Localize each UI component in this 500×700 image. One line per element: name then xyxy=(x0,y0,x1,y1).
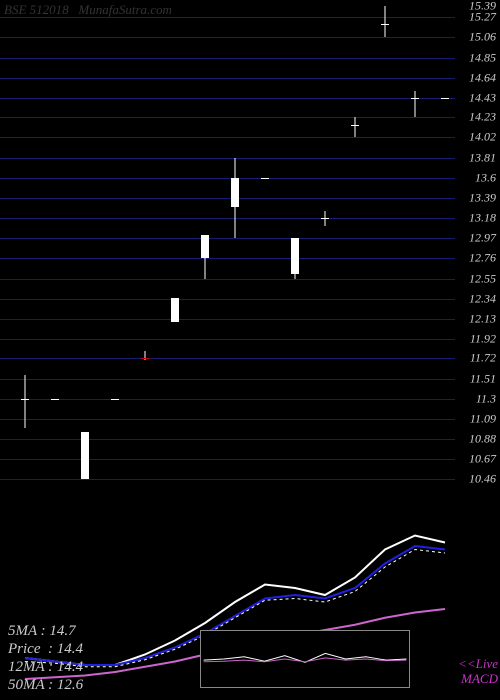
y-tick-label: 11.3 xyxy=(476,391,496,406)
y-tick-label: 14.23 xyxy=(469,110,496,125)
candle xyxy=(321,0,329,490)
y-tick-label: 12.13 xyxy=(469,311,496,326)
candlesticks xyxy=(0,0,455,490)
ma-panel: <<Live MACD 5MA : 14.7 Price : 14.4 12MA… xyxy=(0,490,500,700)
y-tick-label: 15.27 xyxy=(469,10,496,25)
y-tick-label: 10.46 xyxy=(469,472,496,487)
candle xyxy=(81,0,89,490)
candle xyxy=(231,0,239,490)
y-tick-label: 12.97 xyxy=(469,231,496,246)
candle xyxy=(171,0,179,490)
y-tick-label: 11.92 xyxy=(470,332,496,347)
y-tick-label: 11.72 xyxy=(470,351,496,366)
y-tick-label: 13.6 xyxy=(475,170,496,185)
ma5-label: 5MA : 14.7 xyxy=(8,622,83,640)
y-tick-label: 11.09 xyxy=(470,411,496,426)
y-tick-label: 15.06 xyxy=(469,30,496,45)
ma-legend: 5MA : 14.7 Price : 14.4 12MA : 14.4 50MA… xyxy=(8,622,83,694)
y-tick-label: 11.51 xyxy=(470,371,496,386)
y-axis-labels: 15.3915.2715.0614.8514.6414.4314.2314.02… xyxy=(456,0,498,490)
y-tick-label: 13.18 xyxy=(469,211,496,226)
price-chart: 15.3915.2715.0614.8514.6414.4314.2314.02… xyxy=(0,0,500,490)
macd-lines xyxy=(201,631,409,687)
macd-label: <<Live MACD xyxy=(458,657,498,686)
y-tick-label: 14.64 xyxy=(469,70,496,85)
ma12-label: 12MA : 14.4 xyxy=(8,658,83,676)
candle xyxy=(261,0,269,490)
price-label: Price : 14.4 xyxy=(8,640,83,658)
y-tick-label: 13.39 xyxy=(469,190,496,205)
macd-inset xyxy=(200,630,410,688)
y-tick-label: 12.55 xyxy=(469,271,496,286)
macd-label-line2: MACD xyxy=(458,672,498,686)
macd-label-line1: <<Live xyxy=(458,657,498,671)
candle xyxy=(141,0,149,490)
candle xyxy=(411,0,419,490)
y-tick-label: 14.43 xyxy=(469,91,496,106)
y-tick-label: 14.02 xyxy=(469,130,496,145)
candle xyxy=(201,0,209,490)
y-tick-label: 12.76 xyxy=(469,251,496,266)
candle xyxy=(51,0,59,490)
candle xyxy=(441,0,449,490)
candle xyxy=(21,0,29,490)
y-tick-label: 13.81 xyxy=(469,150,496,165)
y-tick-label: 10.67 xyxy=(469,452,496,467)
candle xyxy=(351,0,359,490)
y-tick-label: 12.34 xyxy=(469,291,496,306)
candle xyxy=(381,0,389,490)
y-tick-label: 14.85 xyxy=(469,50,496,65)
candle xyxy=(291,0,299,490)
candle xyxy=(111,0,119,490)
y-tick-label: 10.88 xyxy=(469,432,496,447)
ma50-label: 50MA : 12.6 xyxy=(8,676,83,694)
